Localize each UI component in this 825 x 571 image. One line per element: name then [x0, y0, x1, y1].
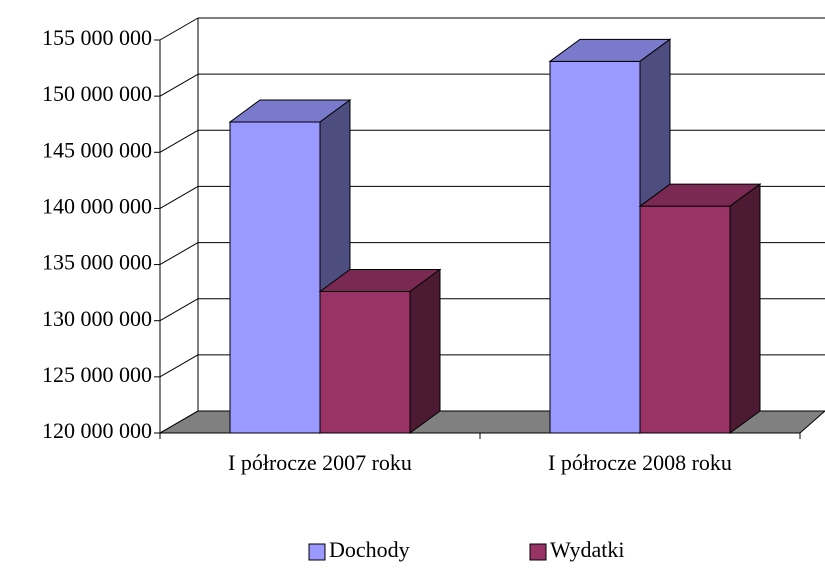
bar-front [229, 121, 321, 434]
grid-line-depth [159, 354, 199, 378]
grid-line-depth [159, 410, 199, 434]
legend-swatch [308, 543, 326, 561]
y-tick-label: 135 000 000 [42, 250, 152, 275]
grid-line-depth [159, 129, 199, 153]
y-tick-label: 130 000 000 [42, 306, 152, 331]
bar [318, 268, 442, 434]
y-tick-label: 120 000 000 [42, 418, 152, 443]
bar [638, 183, 762, 434]
bar-front [549, 60, 641, 434]
y-tick-label: 125 000 000 [42, 362, 152, 387]
legend-label: Wydatki [550, 537, 624, 562]
grid-line-depth [159, 242, 199, 266]
y-tick-label: 140 000 000 [42, 193, 152, 218]
grid-line-depth [159, 298, 199, 322]
grid-line-depth [159, 17, 199, 41]
bar-front [319, 291, 411, 434]
legend-swatch [529, 543, 547, 561]
grid-line-depth [159, 185, 199, 209]
legend-label: Dochody [329, 537, 410, 562]
x-tick-label: I półrocze 2008 roku [548, 450, 732, 475]
x-tick-label: I półrocze 2007 roku [228, 450, 412, 475]
bar-side [729, 183, 761, 434]
y-tick-label: 155 000 000 [42, 25, 152, 50]
bar-side [409, 268, 441, 434]
bar-front [639, 205, 731, 434]
grid-line-depth [159, 73, 199, 97]
y-tick-label: 145 000 000 [42, 137, 152, 162]
y-tick-label: 150 000 000 [42, 81, 152, 106]
